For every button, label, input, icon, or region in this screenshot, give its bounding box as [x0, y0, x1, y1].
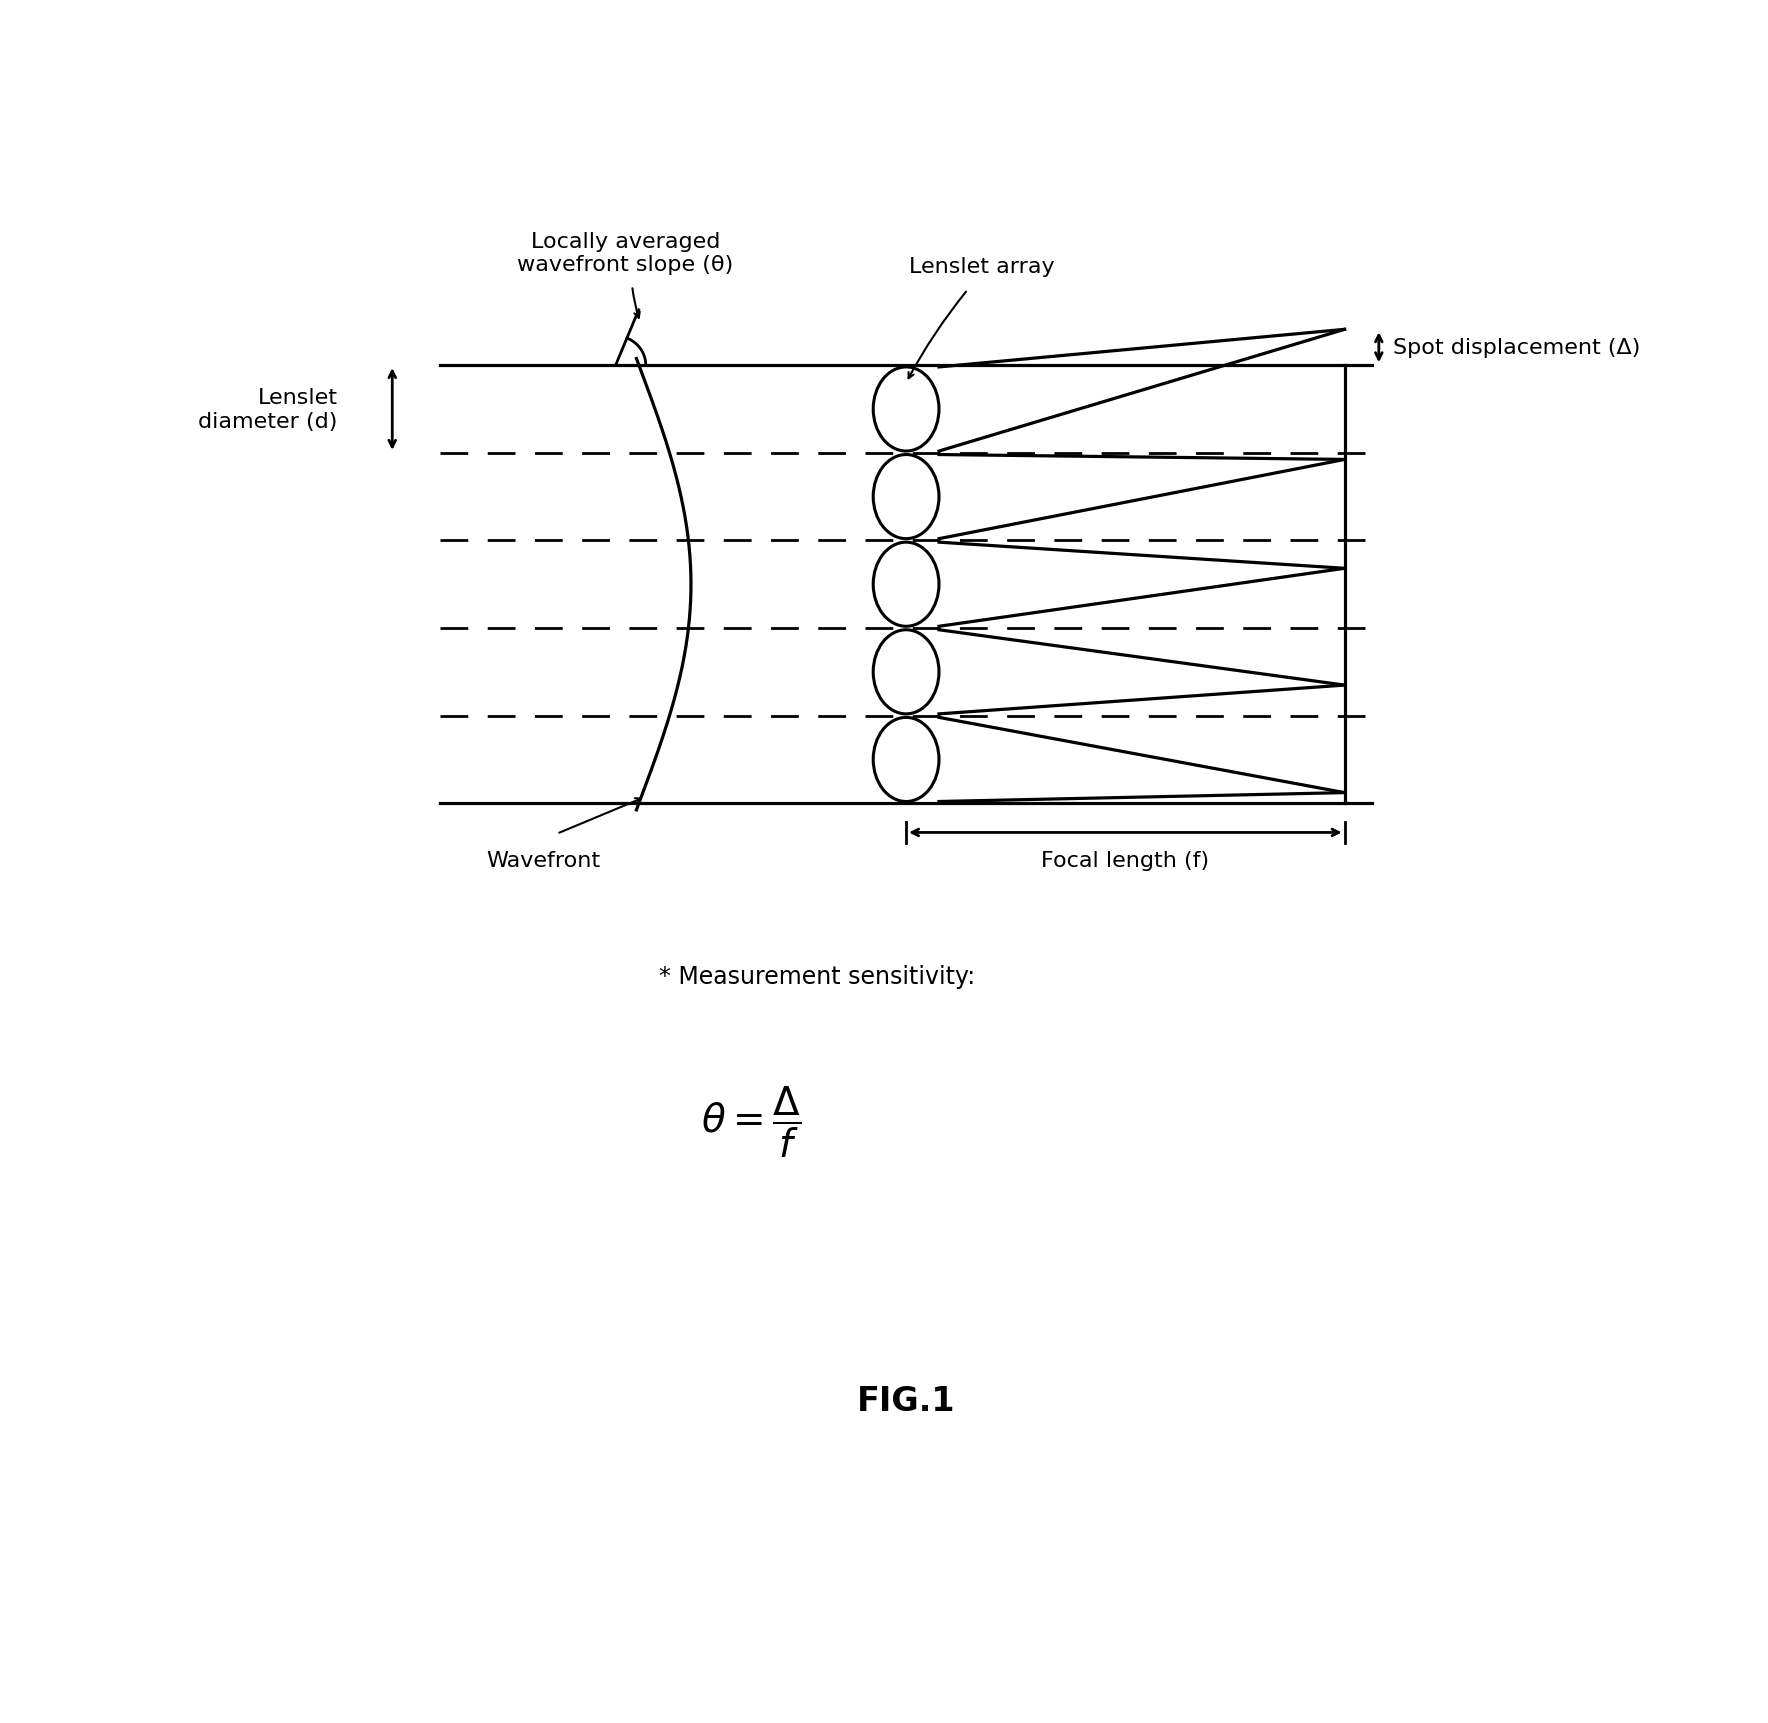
Ellipse shape	[873, 455, 939, 539]
Text: * Measurement sensitivity:: * Measurement sensitivity:	[659, 965, 976, 989]
Text: FIG.1: FIG.1	[857, 1384, 955, 1418]
Ellipse shape	[873, 543, 939, 627]
Text: Spot displacement (Δ): Spot displacement (Δ)	[1393, 338, 1641, 358]
Text: Lenslet
diameter (d): Lenslet diameter (d)	[198, 388, 338, 431]
Ellipse shape	[873, 367, 939, 451]
Text: Wavefront: Wavefront	[486, 849, 599, 870]
Text: Focal length (f): Focal length (f)	[1041, 849, 1209, 870]
Text: Locally averaged
wavefront slope (θ): Locally averaged wavefront slope (θ)	[516, 231, 734, 274]
Ellipse shape	[873, 631, 939, 715]
Text: $\theta = \dfrac{\Delta}{f}$: $\theta = \dfrac{\Delta}{f}$	[700, 1085, 801, 1160]
Text: Lenslet array: Lenslet array	[909, 257, 1054, 276]
Ellipse shape	[873, 718, 939, 801]
